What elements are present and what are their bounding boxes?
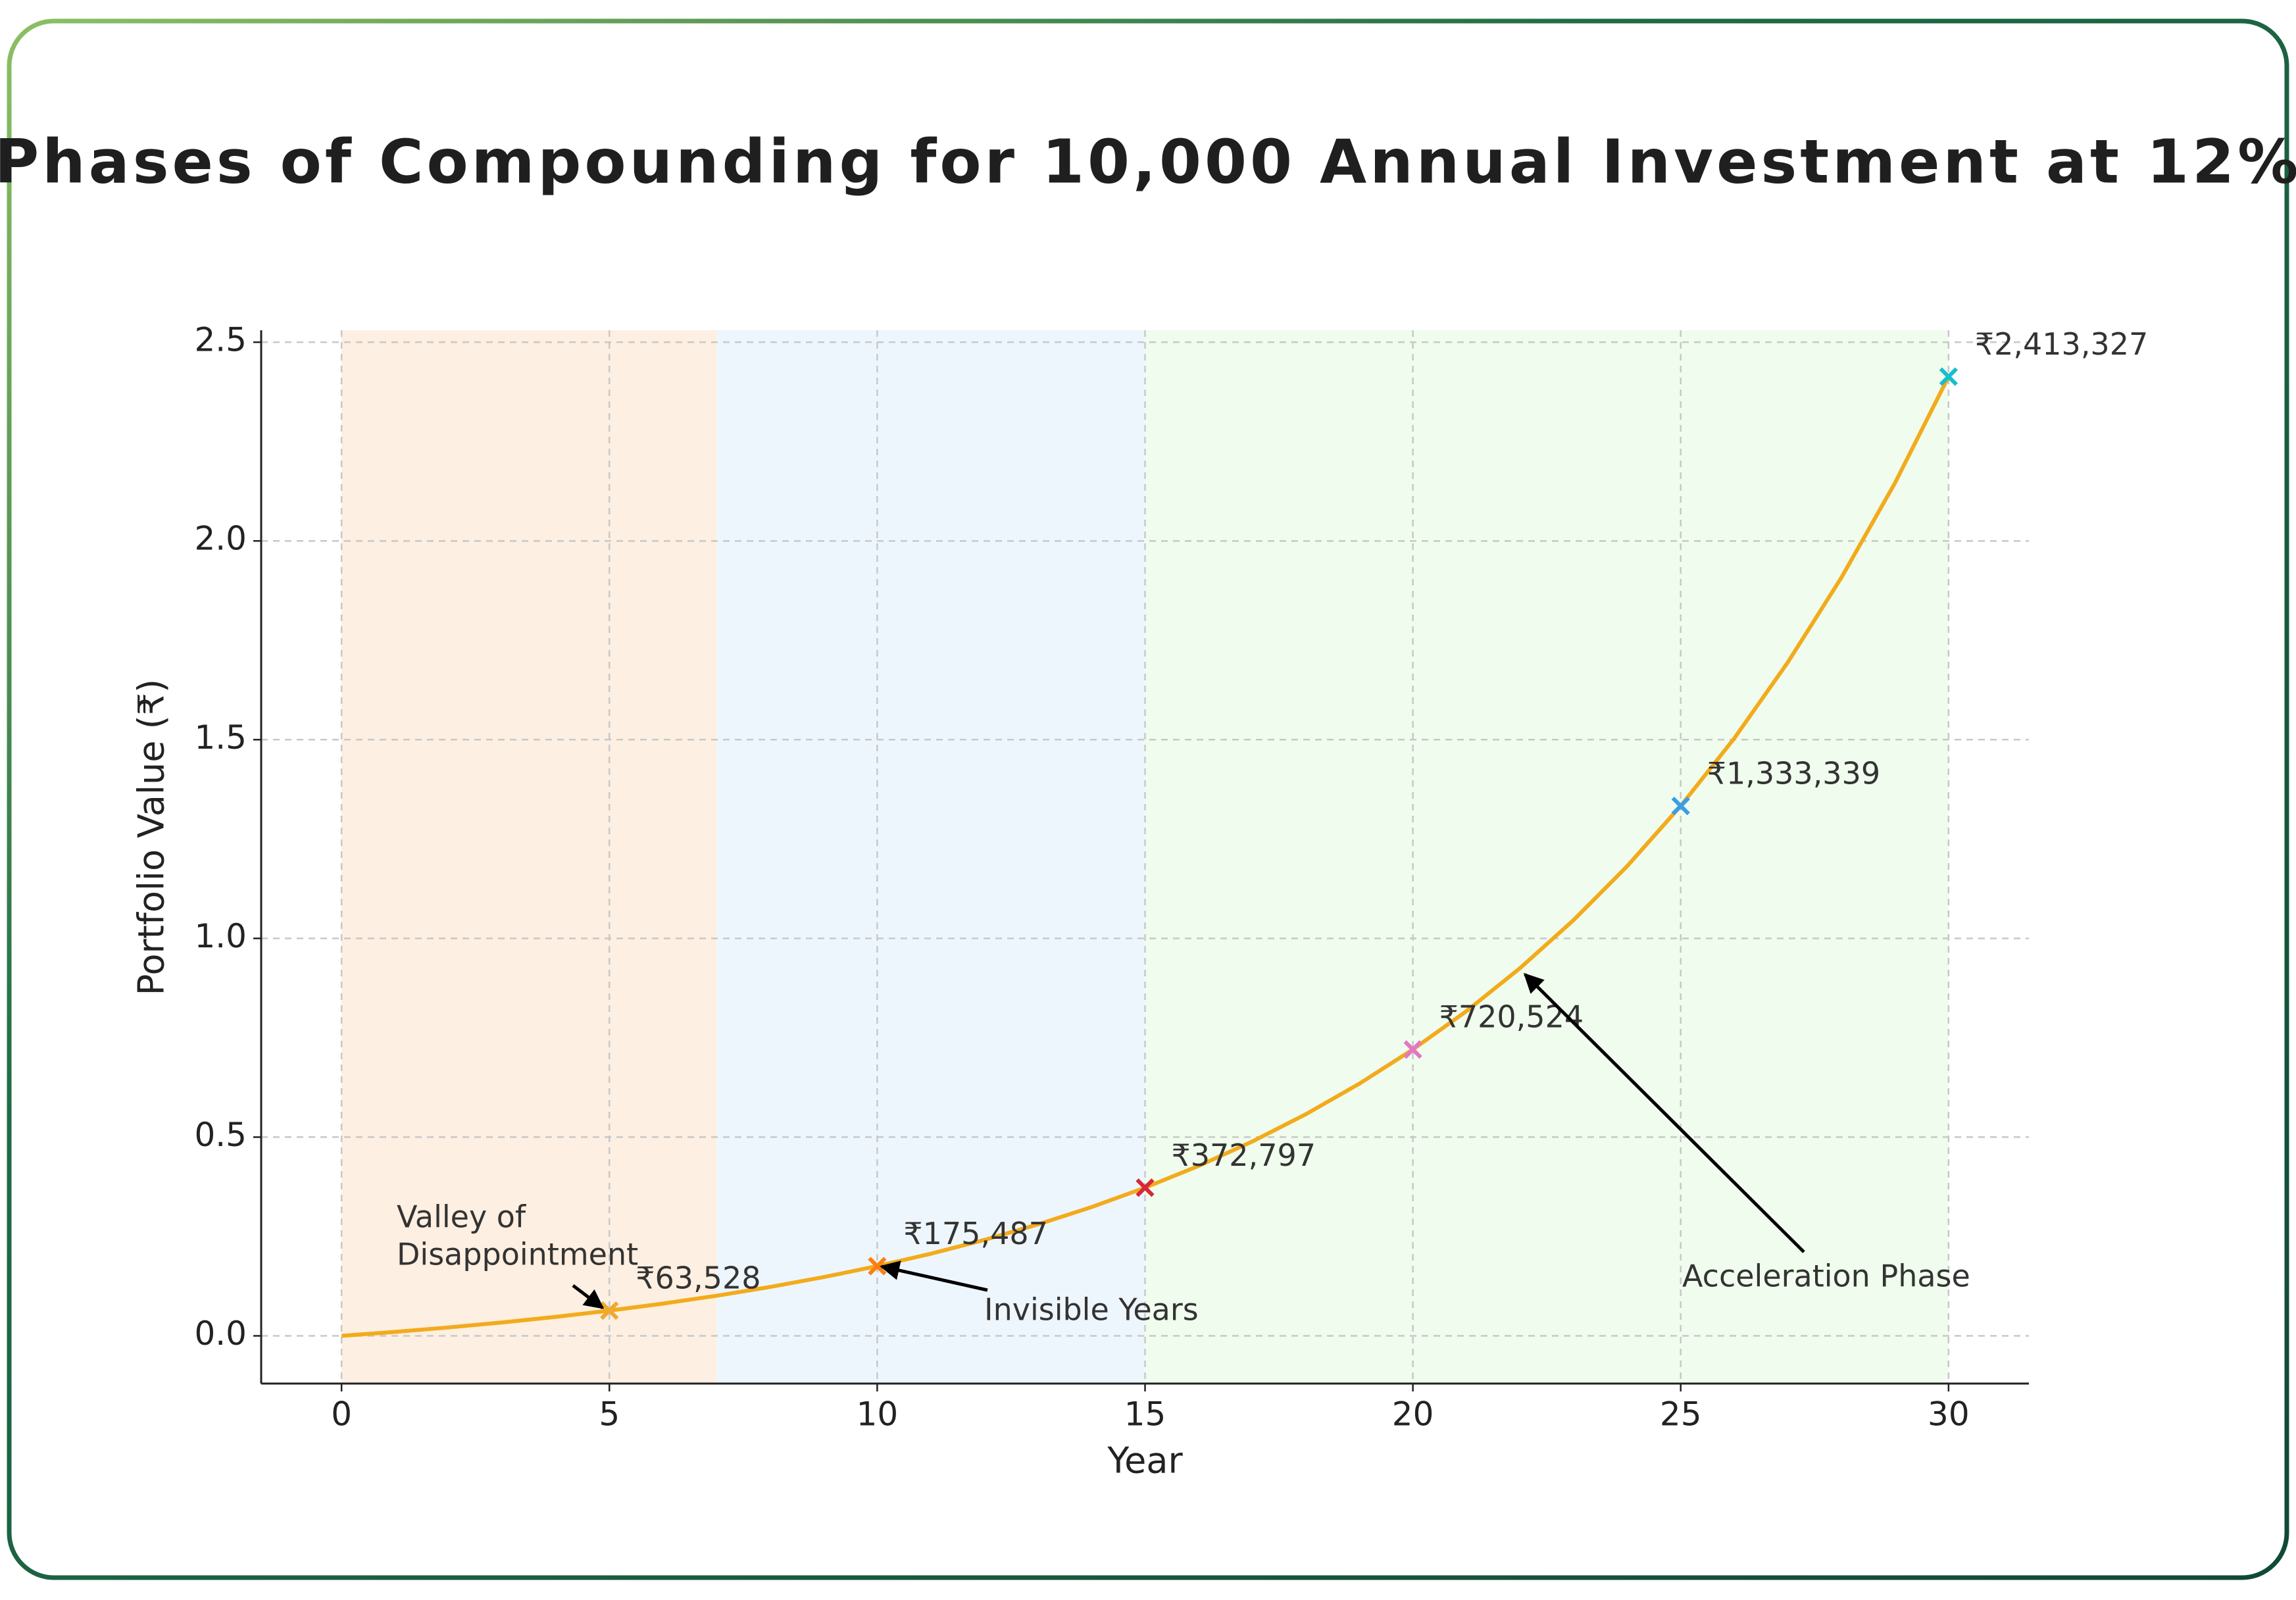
annotation: Invisible Years: [984, 1292, 1199, 1328]
data-label: ₹63,528: [636, 1261, 761, 1296]
annotation-arrow: [1523, 972, 1805, 1253]
y-tick-label: 0.5: [194, 1116, 247, 1154]
point-marker: [1403, 1040, 1422, 1059]
chart-title: Phases of Compounding for 10,000 Annual …: [0, 126, 2296, 197]
data-label: ₹175,487: [903, 1216, 1048, 1251]
x-tick-label: 30: [1928, 1395, 1970, 1434]
y-tick-label: 2.5: [194, 321, 247, 359]
y-tick-label: 2.0: [194, 520, 247, 558]
phase-span: [341, 330, 717, 1384]
x-tick-label: 15: [1124, 1395, 1166, 1434]
annotation: Acceleration Phase: [1682, 1259, 1970, 1294]
y-tick-label: 1.0: [194, 917, 247, 955]
point-marker: [1939, 367, 1958, 386]
annotation: Disappointment: [397, 1237, 638, 1272]
data-label: ₹720,524: [1439, 999, 1584, 1035]
data-label: ₹1,333,339: [1707, 755, 1880, 791]
phase-span: [716, 330, 1145, 1384]
annotation-arrow: [572, 1284, 605, 1309]
phase-span: [1145, 330, 1949, 1384]
x-tick-label: 5: [599, 1395, 620, 1434]
annotation-arrow: [880, 1261, 988, 1292]
data-label: ₹2,413,327: [1975, 326, 2148, 362]
plot-area: 0.0 0.5 1.0 1.5 2.0 2.5 0 5 10 15 20 25 30 Year Portfo…: [131, 321, 2149, 1482]
x-tick-label: 25: [1660, 1395, 1702, 1434]
point-marker: [1671, 796, 1690, 816]
x-axis-label: Year: [1107, 1440, 1183, 1482]
x-tick-label: 10: [857, 1395, 899, 1434]
data-label: ₹372,797: [1172, 1138, 1316, 1173]
y-axis-label: Portfolio Value (₹): [131, 679, 172, 995]
annotation: Valley of: [397, 1199, 527, 1235]
y-tick-label: 0.0: [194, 1314, 247, 1353]
point-marker: [1136, 1178, 1155, 1197]
x-tick-label: 20: [1392, 1395, 1434, 1434]
y-tick-label: 1.5: [194, 718, 247, 757]
x-tick-label: 0: [331, 1395, 352, 1434]
